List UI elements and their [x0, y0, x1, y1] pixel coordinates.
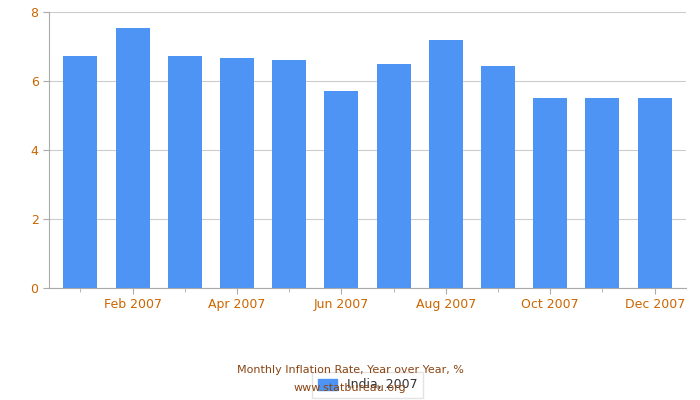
- Bar: [377, 64, 411, 288]
- Bar: [638, 98, 671, 288]
- Text: www.statbureau.org: www.statbureau.org: [294, 383, 406, 393]
- Bar: [168, 56, 202, 288]
- Bar: [272, 60, 306, 288]
- Bar: [324, 91, 358, 288]
- Text: Monthly Inflation Rate, Year over Year, %: Monthly Inflation Rate, Year over Year, …: [237, 365, 463, 375]
- Bar: [533, 98, 567, 288]
- Bar: [116, 28, 150, 288]
- Bar: [481, 66, 515, 288]
- Bar: [429, 40, 463, 288]
- Bar: [64, 56, 97, 288]
- Legend: India, 2007: India, 2007: [312, 372, 424, 398]
- Bar: [220, 58, 254, 288]
- Bar: [585, 98, 620, 288]
